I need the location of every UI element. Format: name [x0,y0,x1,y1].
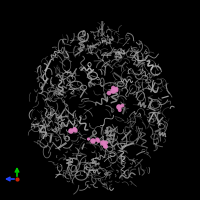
Circle shape [104,141,108,145]
Circle shape [73,128,78,133]
Circle shape [104,144,108,149]
Circle shape [120,104,124,108]
Circle shape [114,88,118,93]
Circle shape [68,128,74,134]
Circle shape [96,139,100,143]
Circle shape [90,138,96,144]
Circle shape [116,104,122,110]
Circle shape [118,108,122,112]
Circle shape [72,127,77,132]
Circle shape [95,137,100,142]
Circle shape [107,91,111,95]
Circle shape [114,87,118,91]
Circle shape [103,144,108,149]
Circle shape [111,86,115,90]
Circle shape [110,88,116,94]
Circle shape [87,137,90,141]
Circle shape [100,140,106,146]
